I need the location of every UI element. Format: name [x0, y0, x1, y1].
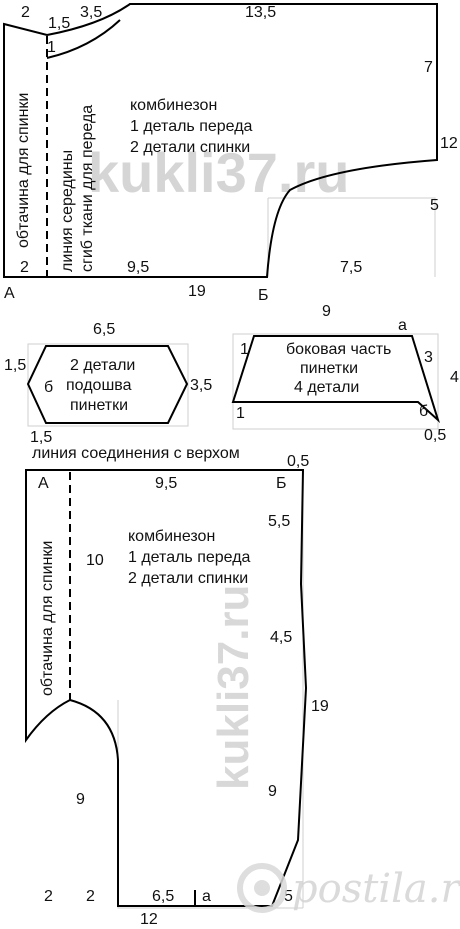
postila-logo-mark	[237, 863, 287, 913]
bottom-corner-b: Б	[276, 475, 287, 492]
side-point-b: б	[419, 403, 428, 420]
dim-1-5-top: 1,5	[48, 15, 70, 32]
center-line-label: линия середины	[59, 150, 76, 272]
bottom-title-jumpsuit: комбинезон	[128, 528, 215, 545]
side-dim-top: 9	[322, 303, 331, 320]
side-dim-left2: 1	[236, 405, 245, 422]
sole-point-b: б	[44, 379, 53, 396]
bottom-dim-2b: 2	[86, 888, 95, 905]
title-jumpsuit: комбинезон	[130, 97, 217, 114]
bottom-dim-6-5: 6,5	[152, 888, 174, 905]
dim-19: 19	[188, 283, 206, 300]
dim-7: 7	[424, 59, 433, 76]
bottom-corner-a: А	[38, 475, 49, 492]
corner-a: А	[4, 285, 15, 302]
dim-13-5: 13,5	[245, 4, 276, 21]
back-parts-label: 2 детали спинки	[130, 139, 250, 156]
bottom-point-a: а	[202, 888, 211, 905]
bottom-dim-10: 10	[86, 552, 104, 569]
pattern-outline	[3, 3, 438, 278]
sole-dim-right: 3,5	[190, 377, 212, 394]
side-guide	[232, 333, 439, 430]
dim-5: 5	[430, 197, 439, 214]
bottom-dim-19: 19	[311, 698, 329, 715]
dim-12: 12	[440, 135, 458, 152]
bottom-front-parts-label: 1 деталь переда	[128, 549, 251, 566]
side-dim-bottom-right: 0,5	[424, 427, 446, 444]
bottom-back-parts-label: 2 детали спинки	[128, 570, 248, 587]
dim-7-5: 7,5	[340, 259, 362, 276]
side-part-pattern: 9 а 1 3 4 1 б 0,5 боковая часть пинетки …	[231, 303, 459, 444]
sole-pattern: 6,5 1,5 3,5 1,5 б 2 детали подошва пинет…	[4, 321, 212, 446]
bottom-dim-5-5: 5,5	[268, 513, 290, 530]
fold-label: сгиб ткани для переда	[79, 105, 96, 272]
side-label-3: 4 детали	[294, 379, 359, 396]
bottom-dim-2a: 2	[44, 888, 53, 905]
bottom-dim-12: 12	[140, 911, 158, 928]
side-dim-far-right: 4	[450, 369, 459, 386]
bottom-dim-5: 5	[284, 888, 293, 905]
bottom-pattern: линия соединения с верхом 0,5 А 9,5 Б 5,…	[25, 445, 329, 928]
bottom-facing-label: обтачина для спинки	[39, 541, 56, 696]
neckline-curve	[46, 19, 121, 59]
sole-outline	[26, 345, 189, 424]
side-dim-left1: 1	[240, 341, 249, 358]
sole-label-3: пинетки	[70, 397, 128, 414]
watermark-kukli-top: kukli37.ru	[88, 141, 349, 204]
side-label-1: боковая часть	[286, 341, 391, 358]
side-dim-right: 3	[424, 349, 433, 366]
postila-logo: postila.ru	[237, 863, 460, 913]
corner-b: Б	[258, 287, 269, 304]
dim-3-5-top: 3,5	[80, 4, 102, 21]
bottom-dim-4-5: 4,5	[270, 629, 292, 646]
dim-2-bottom: 2	[20, 259, 29, 276]
watermark-kukli-vertical: kukli37.ru	[209, 585, 258, 790]
sole-label-2: подошва	[66, 377, 132, 394]
side-point-a: а	[398, 317, 407, 334]
join-line-label: линия соединения с верхом	[32, 445, 240, 462]
bottom-dim-9-5: 9,5	[155, 475, 177, 492]
top-pattern: 2 1,5 3,5 13,5 1 7 12 5 2 9,5 7,5 19 А Б…	[3, 3, 458, 304]
postila-watermark-text: postila.ru	[292, 866, 460, 912]
sole-dim-left: 1,5	[4, 357, 26, 374]
dim-9-5: 9,5	[127, 259, 149, 276]
sole-dim-width: 6,5	[93, 321, 115, 338]
sole-label-1: 2 детали	[70, 357, 135, 374]
side-outline	[231, 335, 441, 424]
bottom-dim-9-right: 9	[268, 783, 277, 800]
dim-2-top: 2	[21, 4, 30, 21]
bottom-dim-9-left: 9	[76, 791, 85, 808]
side-label-2: пинетки	[300, 360, 358, 377]
front-parts-label: 1 деталь переда	[130, 118, 253, 135]
facing-label: обтачина для спинки	[15, 93, 32, 248]
bottom-dim-top-right: 0,5	[287, 453, 309, 470]
dim-1-neck: 1	[47, 39, 56, 56]
sole-dim-bottom-left: 1,5	[30, 429, 52, 446]
